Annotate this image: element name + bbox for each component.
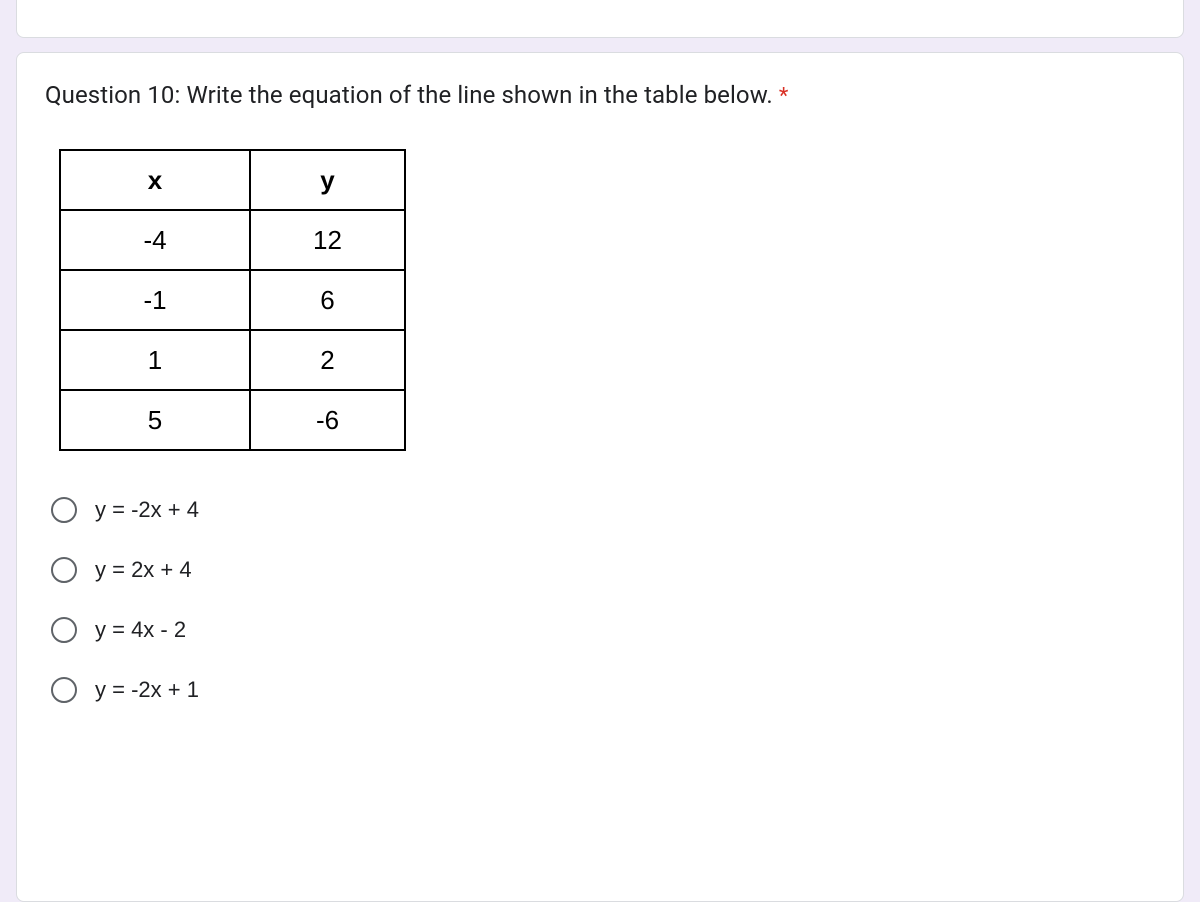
table-cell: 6 [250, 270, 405, 330]
table-cell: 1 [60, 330, 250, 390]
xy-data-table: x y -4 12 -1 6 1 2 5 -6 [59, 149, 406, 451]
option-4[interactable]: y = -2x + 1 [51, 677, 1155, 703]
question-card: Question 10: Write the equation of the l… [16, 52, 1184, 902]
question-title-row: Question 10: Write the equation of the l… [45, 81, 1155, 109]
table-cell: 5 [60, 390, 250, 450]
table-cell: 12 [250, 210, 405, 270]
table-cell: 2 [250, 330, 405, 390]
previous-card-stub [16, 0, 1184, 38]
table-cell: -1 [60, 270, 250, 330]
option-label: y = -2x + 1 [95, 677, 199, 703]
option-1[interactable]: y = -2x + 4 [51, 497, 1155, 523]
table-header-row: x y [60, 150, 405, 210]
table-cell: -6 [250, 390, 405, 450]
option-label: y = -2x + 4 [95, 497, 199, 523]
table-row: -1 6 [60, 270, 405, 330]
answer-options: y = -2x + 4 y = 2x + 4 y = 4x - 2 y = -2… [51, 497, 1155, 703]
table-row: 5 -6 [60, 390, 405, 450]
required-asterisk: * [779, 84, 788, 109]
table-header-x: x [60, 150, 250, 210]
radio-icon [51, 557, 77, 583]
table-row: -4 12 [60, 210, 405, 270]
radio-icon [51, 617, 77, 643]
radio-icon [51, 497, 77, 523]
option-3[interactable]: y = 4x - 2 [51, 617, 1155, 643]
table-row: 1 2 [60, 330, 405, 390]
question-title: Question 10: Write the equation of the l… [45, 81, 773, 109]
option-label: y = 2x + 4 [95, 557, 192, 583]
table-header-y: y [250, 150, 405, 210]
radio-icon [51, 677, 77, 703]
option-2[interactable]: y = 2x + 4 [51, 557, 1155, 583]
option-label: y = 4x - 2 [95, 617, 186, 643]
table-cell: -4 [60, 210, 250, 270]
